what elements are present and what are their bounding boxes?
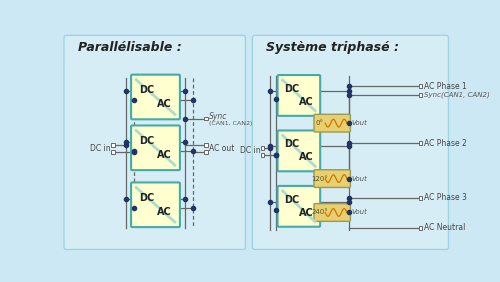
Bar xyxy=(418,196,422,200)
Text: AC Phase 1: AC Phase 1 xyxy=(424,82,467,91)
Text: Sync(CAN1, CAN2): Sync(CAN1, CAN2) xyxy=(424,91,490,98)
Text: (CAN1, CAN2): (CAN1, CAN2) xyxy=(209,121,252,126)
FancyBboxPatch shape xyxy=(131,75,180,119)
Text: AC: AC xyxy=(299,208,314,218)
Bar xyxy=(418,93,422,97)
FancyBboxPatch shape xyxy=(252,35,448,250)
Text: Sync: Sync xyxy=(209,112,228,121)
FancyBboxPatch shape xyxy=(314,204,350,221)
Bar xyxy=(111,151,115,154)
Bar xyxy=(260,146,264,150)
FancyBboxPatch shape xyxy=(278,131,320,171)
Text: DC in: DC in xyxy=(240,146,260,155)
Text: 0°: 0° xyxy=(316,120,324,126)
Text: DC: DC xyxy=(140,193,155,202)
FancyBboxPatch shape xyxy=(131,125,180,170)
Bar xyxy=(418,84,422,88)
Text: DC: DC xyxy=(284,84,299,94)
Text: AC: AC xyxy=(299,153,314,162)
Text: Vout: Vout xyxy=(352,176,368,182)
Text: AC: AC xyxy=(156,99,171,109)
Bar xyxy=(204,151,208,154)
FancyBboxPatch shape xyxy=(314,114,350,132)
Text: AC Phase 2: AC Phase 2 xyxy=(424,139,467,148)
Text: DC: DC xyxy=(284,195,299,205)
Text: DC: DC xyxy=(284,139,299,149)
Text: AC out: AC out xyxy=(209,144,234,153)
Text: 120°: 120° xyxy=(312,176,328,182)
Text: DC: DC xyxy=(140,85,155,95)
Text: Système triphasé :: Système triphasé : xyxy=(266,41,400,54)
FancyBboxPatch shape xyxy=(64,35,246,250)
Text: AC: AC xyxy=(299,97,314,107)
FancyBboxPatch shape xyxy=(314,170,350,188)
Text: AC Neutral: AC Neutral xyxy=(424,223,465,232)
Text: Parallélisable :: Parallélisable : xyxy=(78,41,182,54)
Bar xyxy=(204,143,208,147)
FancyBboxPatch shape xyxy=(278,75,320,116)
FancyBboxPatch shape xyxy=(131,182,180,227)
Text: DC: DC xyxy=(140,136,155,146)
Bar xyxy=(418,226,422,230)
Text: AC: AC xyxy=(156,207,171,217)
Text: Vout: Vout xyxy=(352,210,368,215)
Text: AC: AC xyxy=(156,150,171,160)
Bar xyxy=(204,117,208,120)
Text: AC Phase 3: AC Phase 3 xyxy=(424,193,467,202)
Bar xyxy=(260,153,264,157)
Text: Vout: Vout xyxy=(352,120,368,126)
Text: DC in: DC in xyxy=(90,144,110,153)
Bar xyxy=(418,141,422,145)
Bar xyxy=(111,143,115,147)
FancyBboxPatch shape xyxy=(278,186,320,227)
Text: 240°: 240° xyxy=(312,210,328,215)
